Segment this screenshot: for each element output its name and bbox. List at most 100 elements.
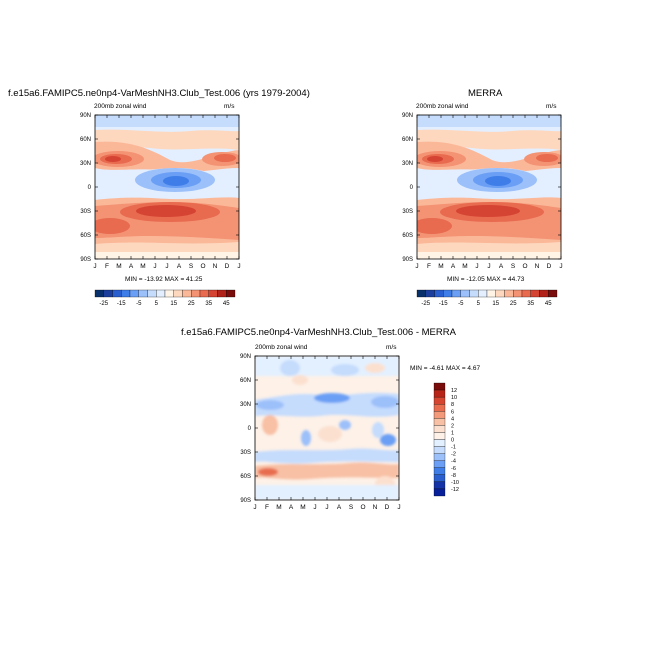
top-left-xtick-label: O: [200, 263, 205, 270]
bottom-colorbar-swatch: [433, 389, 446, 398]
top-left-colorbar-label: -25: [99, 301, 108, 307]
top-right-colorbar-label: -5: [458, 301, 464, 307]
top-right-ytick-label: 0: [410, 185, 414, 191]
top-right-colorbar-label: -15: [439, 301, 448, 307]
top-left-minmax: MIN = -13.92 MAX = 41.25: [125, 276, 203, 283]
top-right-colorbar-swatch: [530, 289, 540, 298]
top-left-colorbar-swatch: [121, 289, 131, 298]
top-right-xtick-label: D: [547, 263, 552, 270]
top-left-ytick-label: 60N: [80, 137, 91, 143]
top-right-colorbar-label: 15: [492, 301, 499, 307]
bottom-colorbar-swatch: [433, 488, 446, 497]
bottom-xtick-label: J: [313, 504, 316, 511]
top-left-colorbar-swatch: [112, 289, 122, 298]
top-right-xtick-label: J: [559, 263, 562, 270]
bottom-ytick-label: 30S: [240, 450, 251, 456]
top-left-colorbar-swatch: [129, 289, 139, 298]
bottom-xtick-label: J: [253, 504, 256, 511]
top-right-colorbar-label: 25: [510, 301, 517, 307]
top-right-colorbar-swatch: [539, 289, 549, 298]
top-right-ytick-label: 90N: [402, 113, 413, 119]
bottom-title: f.e15a6.FAMIPC5.ne0np4-VarMeshNH3.Club_T…: [181, 327, 456, 338]
bottom-colorbar-label: 4: [451, 416, 454, 422]
bottom-colorbar-swatch: [433, 453, 446, 461]
bottom-colorbar-label: -10: [451, 480, 459, 486]
top-left-xtick-label: M: [140, 263, 145, 270]
bottom-colorbar-label: -1: [451, 445, 456, 451]
top-right-colorbar-label: 35: [527, 301, 534, 307]
top-right-title: MERRA: [468, 88, 503, 99]
top-left-units: m/s: [224, 103, 235, 110]
bottom-colorbar-swatch: [433, 446, 446, 454]
top-left-xtick-label: M: [116, 263, 121, 270]
top-right-ytick-label: 30S: [402, 209, 413, 215]
top-right-colorbar-label: -25: [421, 301, 430, 307]
top-left-colorbar-swatch: [156, 289, 166, 298]
bottom-xtick-label: D: [385, 504, 390, 511]
top-left-ytick-label: 30N: [80, 161, 91, 167]
top-left-xtick-label: J: [165, 263, 168, 270]
bottom-colorbar-label: 10: [451, 395, 457, 401]
top-right-xtick-label: J: [415, 263, 418, 270]
colorbars: -25 -15 -5 5 15 25 35 45 -25 -15 -5 5 15 25 35 45121086…: [94, 289, 558, 497]
top-right-colorbar-swatch: [513, 289, 523, 298]
bottom-colorbar-swatch: [433, 474, 446, 483]
bottom-ytick-label: 90S: [240, 498, 251, 504]
bottom-ytick-label: 60N: [240, 378, 251, 384]
bottom-colorbar-label: 2: [451, 423, 454, 429]
top-right-colorbar-swatch: [486, 289, 496, 298]
top-right-colorbar-label: 45: [545, 301, 552, 307]
bottom-colorbar-swatch: [433, 425, 446, 433]
bottom-colorbar-swatch: [433, 432, 446, 440]
bottom-colorbar-swatch: [433, 439, 446, 447]
top-left-xtick-label: J: [93, 263, 96, 270]
top-left-xtick-label: A: [129, 263, 134, 270]
bottom-colorbar-swatch: [433, 418, 446, 426]
top-left-colorbar-swatch: [208, 289, 218, 298]
top-right-colorbar-swatch: [460, 289, 470, 298]
bottom-xtick-label: A: [289, 504, 294, 511]
top-left-xtick-label: J: [237, 263, 240, 270]
top-right-colorbar-swatch: [425, 289, 435, 298]
bottom-xtick-label: J: [325, 504, 328, 511]
top-left-xtick-label: D: [225, 263, 230, 270]
top-right-xtick-label: S: [511, 263, 516, 270]
top-left-colorbar-label: -15: [117, 301, 126, 307]
top-right-units: m/s: [546, 103, 557, 110]
bottom-ytick-label: 0: [248, 426, 252, 432]
bottom-units: m/s: [386, 344, 397, 351]
bottom-xtick-label: S: [349, 504, 354, 511]
top-left-subtitle: 200mb zonal wind: [94, 103, 147, 110]
top-right-contour-field: [417, 115, 561, 259]
top-left-xtick-label: S: [189, 263, 194, 270]
bottom-colorbar-swatch: [433, 411, 446, 419]
top-right-colorbar-swatch: [443, 289, 453, 298]
bottom-colorbar-label: -2: [451, 452, 456, 458]
bottom-colorbar-swatch: [433, 460, 446, 468]
top-left-colorbar-label: 35: [205, 301, 212, 307]
top-left-ytick-label: 90N: [80, 113, 91, 119]
top-right-colorbar-swatch: [521, 289, 531, 298]
top-right-colorbar-swatch: [469, 289, 479, 298]
top-right-colorbar-swatch: [495, 289, 505, 298]
top-left-colorbar-swatch: [164, 289, 174, 298]
top-left-colorbar-swatch: [147, 289, 157, 298]
top-right-xtick-label: A: [499, 263, 504, 270]
top-left-colorbar-swatch: [217, 289, 227, 298]
top-left-colorbar-swatch: [191, 289, 201, 298]
top-right-colorbar-swatch: [434, 289, 444, 298]
top-right-colorbar-swatch: [504, 289, 514, 298]
top-right-xtick-label: O: [522, 263, 527, 270]
top-right-colorbar-label: 5: [477, 301, 481, 307]
tick-marks: [94, 114, 562, 501]
top-left-colorbar-label: -5: [136, 301, 142, 307]
bottom-colorbar-label: 1: [451, 430, 454, 436]
bottom-colorbar-swatch: [433, 404, 446, 412]
top-left-contour-field: [95, 115, 239, 259]
top-right-ytick-label: 60N: [402, 137, 413, 143]
bottom-xtick-label: F: [265, 504, 269, 511]
top-left-colorbar-swatch: [199, 289, 209, 298]
top-right-subtitle: 200mb zonal wind: [416, 103, 469, 110]
bottom-colorbar-label: -6: [451, 466, 456, 472]
